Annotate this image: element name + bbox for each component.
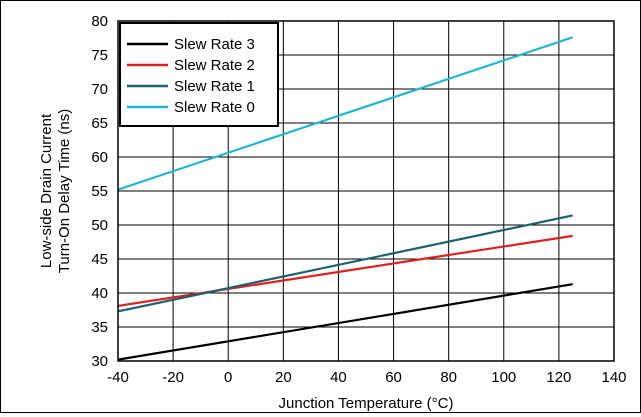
y-tick-label: 55	[91, 183, 108, 200]
x-tick-label: -20	[162, 369, 184, 386]
series-line-1	[117, 234, 573, 308]
legend-label: Slew Rate 3	[174, 36, 255, 53]
y-tick-label: 75	[91, 47, 108, 64]
x-axis-label: Junction Temperature (°C)	[279, 395, 454, 412]
legend-box	[119, 22, 279, 127]
y-tick-label: 50	[91, 217, 108, 234]
y-tick-label: 40	[91, 285, 108, 302]
legend-label: Slew Rate 0	[174, 99, 255, 116]
x-tick-label: 20	[275, 369, 292, 386]
x-tick-label: 0	[224, 369, 232, 386]
x-tick-label: 100	[491, 369, 516, 386]
series-line-2	[117, 214, 573, 313]
y-tick-label: 60	[91, 149, 108, 166]
series-lines	[117, 36, 574, 361]
y-axis-label-line-2: Turn-On Delay Time (ns)	[56, 109, 73, 273]
y-tick-label: 80	[91, 13, 108, 30]
series-line-3	[117, 36, 574, 191]
legend-label: Slew Rate 1	[174, 78, 255, 95]
x-tick-label: -40	[107, 369, 129, 386]
y-tick-label: 35	[91, 319, 108, 336]
legend-label: Slew Rate 2	[174, 57, 255, 74]
series-line-0	[117, 283, 573, 361]
x-tick-label: 120	[546, 369, 571, 386]
y-tick-label: 65	[91, 115, 108, 132]
y-tick-labels: 30 35 40 45 50 55 60 65 70 75 80	[91, 13, 108, 370]
y-tick-label: 45	[91, 251, 108, 268]
x-tick-labels: -40 -20 0 20 40 60 80 100 120 140	[107, 369, 626, 386]
legend: Slew Rate 3 Slew Rate 2 Slew Rate 1 Slew Ra…	[119, 22, 279, 127]
y-tick-label: 30	[91, 353, 108, 370]
y-axis-label-line-1: Low-side Drain Current	[38, 113, 55, 268]
x-tick-label: 40	[330, 369, 347, 386]
y-tick-label: 70	[91, 81, 108, 98]
plot-border	[117, 20, 615, 362]
x-tick-label: 60	[385, 369, 402, 386]
x-tick-label: 140	[601, 369, 626, 386]
x-tick-label: 80	[440, 369, 457, 386]
